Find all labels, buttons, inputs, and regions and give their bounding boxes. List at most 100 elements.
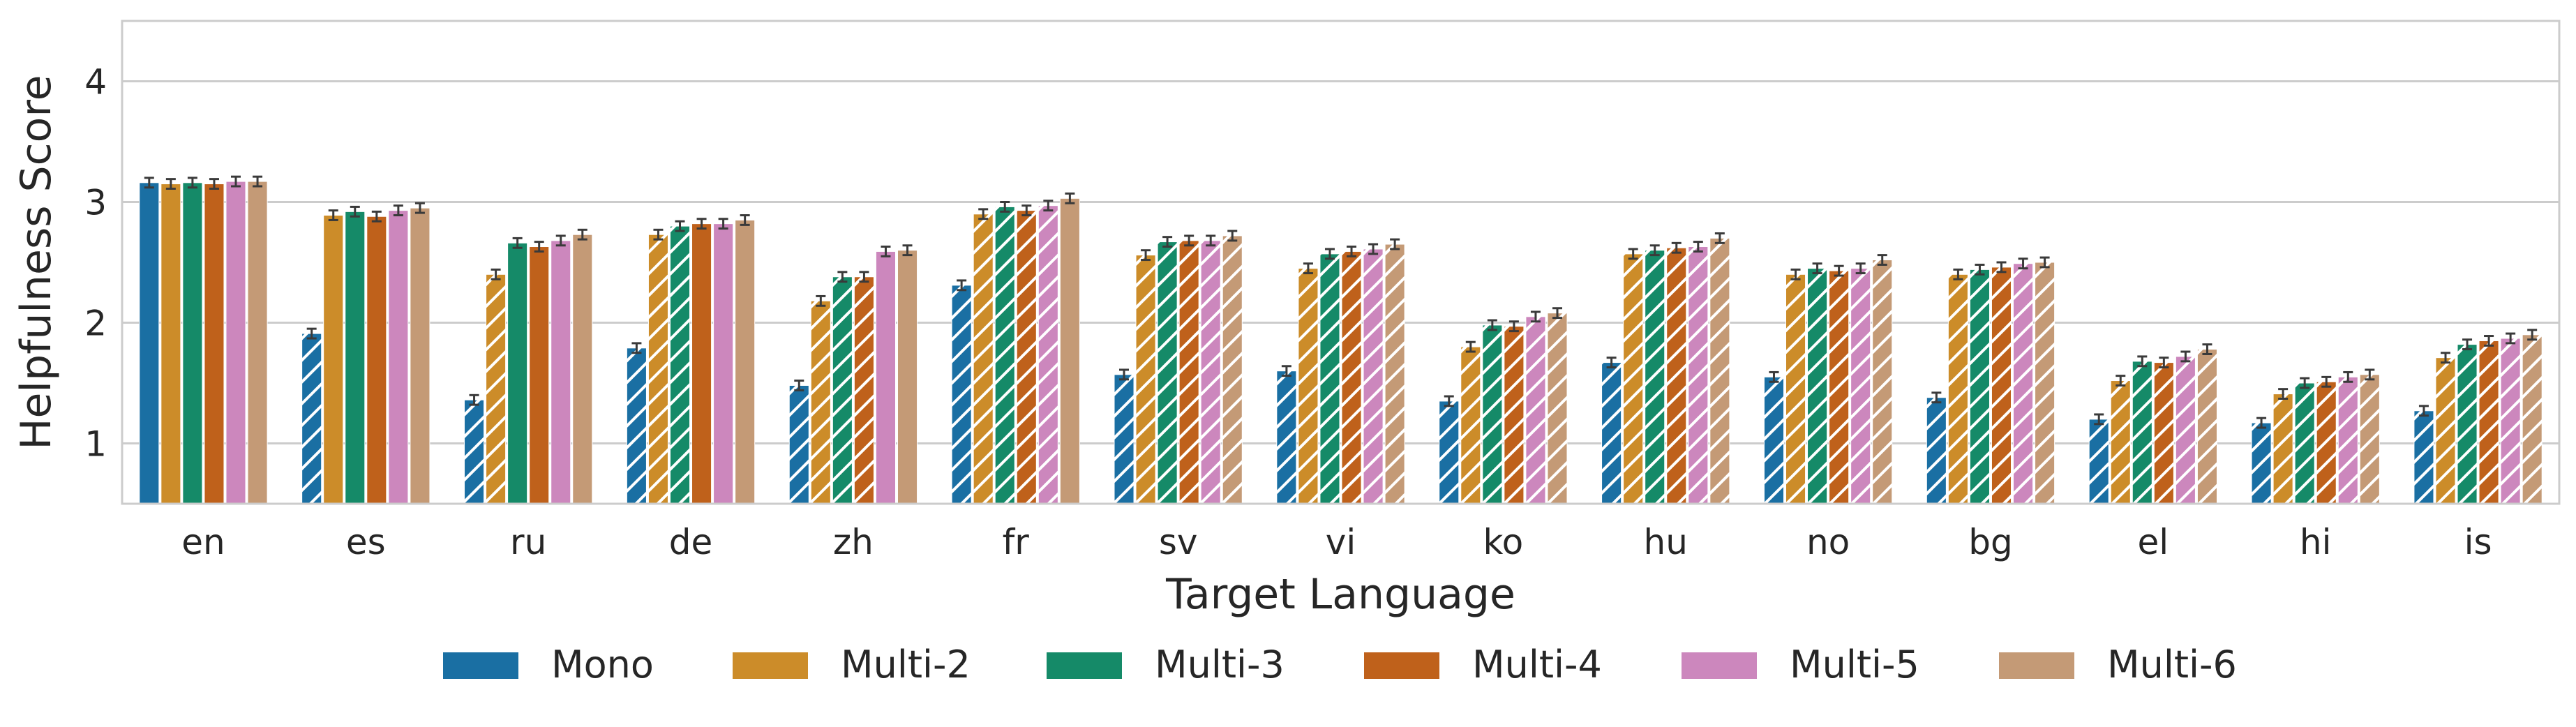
error-bar	[555, 234, 566, 247]
error-bar	[1812, 262, 1822, 275]
error-bar	[1303, 262, 1313, 275]
bar-multi-3-de	[669, 225, 691, 504]
error-bar	[1119, 368, 1130, 381]
bar-multi-2-ru	[486, 273, 507, 504]
error-bar	[2300, 377, 2310, 389]
bar-mono-no	[1763, 376, 1785, 504]
bar-multi-5-ru	[551, 240, 571, 504]
legend-item-multi-2: Multi-2	[733, 643, 971, 687]
bar-multi-6-vi	[1384, 243, 1405, 504]
x-tick-label-hi: hi	[2300, 522, 2332, 562]
bar-mono-bg	[1926, 397, 1947, 504]
error-bar	[1714, 232, 1725, 244]
x-tick-label-el: el	[2138, 522, 2169, 562]
bar-multi-2-is	[2435, 357, 2456, 504]
bar-multi-4-de	[691, 223, 712, 504]
bar-multi-5-ko	[1525, 316, 1546, 504]
error-bar	[2202, 343, 2212, 355]
x-tick-label-sv: sv	[1159, 522, 1198, 562]
error-bar	[253, 175, 263, 188]
bar-multi-6-is	[2522, 334, 2543, 504]
bar-multi-6-es	[410, 207, 430, 504]
legend-swatch	[1364, 652, 1439, 679]
x-tick-label-ko: ko	[1483, 522, 1523, 562]
bar-multi-5-fr	[1038, 205, 1058, 504]
error-bar	[1552, 307, 1562, 320]
error-bar	[2094, 413, 2104, 426]
error-bar	[328, 209, 338, 221]
error-bar	[1065, 192, 1075, 204]
bar-multi-6-hu	[1709, 237, 1730, 504]
bar-multi-2-de	[647, 234, 668, 504]
bar-mono-ru	[464, 399, 485, 504]
bar-multi-6-de	[735, 219, 756, 504]
error-bar	[1790, 268, 1801, 280]
legend-swatch	[1999, 652, 2074, 679]
error-bar	[696, 218, 707, 230]
x-tick-label-en: en	[181, 522, 225, 562]
error-bar	[1953, 268, 1963, 280]
error-bar	[1368, 243, 1379, 255]
bar-mono-fr	[951, 285, 972, 504]
bar-multi-4-el	[2153, 362, 2174, 504]
error-bar	[957, 279, 967, 292]
bar-multi-5-no	[1850, 268, 1871, 504]
error-bar	[1281, 365, 1291, 377]
error-bar	[491, 268, 501, 280]
error-bar	[534, 241, 544, 253]
bar-multi-3-ru	[507, 242, 528, 504]
legend-swatch	[443, 652, 518, 679]
bar-multi-2-vi	[1298, 268, 1319, 504]
error-bar	[1834, 264, 1844, 277]
error-bar	[231, 175, 241, 188]
bar-mono-hu	[1601, 362, 1622, 504]
error-bar	[1465, 340, 1476, 353]
y-tick-label: 1	[84, 424, 107, 465]
bar-multi-6-bg	[2035, 262, 2055, 504]
legend-swatch	[1682, 652, 1757, 679]
bar-multi-4-zh	[853, 276, 874, 504]
error-bar	[794, 380, 804, 391]
bar-multi-5-es	[388, 210, 409, 504]
error-bar	[1141, 249, 1151, 262]
error-bar	[1324, 248, 1335, 260]
bar-multi-5-de	[713, 223, 734, 504]
bar-multi-3-es	[345, 211, 366, 504]
x-tick-label-vi: vi	[1326, 522, 1356, 562]
error-bar	[2039, 256, 2050, 269]
bar-multi-3-fr	[994, 206, 1015, 504]
bar-multi-2-fr	[973, 213, 994, 504]
legend: Mono Multi-2 Multi-3 Multi-4 Multi-5 Multi-6	[443, 643, 2237, 687]
error-bar	[350, 205, 360, 218]
bar-multi-5-hi	[2337, 376, 2358, 504]
bar-multi-4-vi	[1341, 250, 1362, 504]
error-bar	[2462, 338, 2473, 351]
x-tick-label-bg: bg	[1968, 522, 2012, 562]
error-bar	[740, 214, 750, 226]
bar-multi-6-el	[2196, 349, 2217, 504]
error-bar	[1347, 246, 1357, 257]
bar-multi-3-hi	[2294, 382, 2315, 504]
y-tick-label: 2	[84, 303, 107, 344]
bar-multi-4-bg	[1991, 267, 2012, 504]
error-bar	[1227, 230, 1238, 242]
error-bar	[1162, 236, 1173, 248]
error-bar	[859, 271, 869, 283]
error-bar	[1043, 200, 1054, 212]
legend-swatch	[733, 652, 808, 679]
bar-multi-4-ru	[529, 246, 550, 504]
bar-multi-3-no	[1807, 268, 1828, 504]
error-bar	[675, 220, 685, 232]
legend-label: Multi-6	[2107, 643, 2237, 687]
error-bar	[1000, 201, 1010, 213]
legend-item-multi-5: Multi-5	[1682, 643, 1919, 687]
x-tick-label-es: es	[346, 522, 386, 562]
error-bar	[902, 244, 913, 257]
bar-multi-6-zh	[897, 250, 918, 504]
error-bar	[978, 208, 989, 220]
bar-multi-2-el	[2110, 380, 2131, 504]
bar-mono-is	[2413, 410, 2434, 504]
bar-multi-2-en	[160, 183, 181, 504]
bar-multi-4-sv	[1178, 240, 1199, 504]
error-bar	[165, 178, 176, 190]
